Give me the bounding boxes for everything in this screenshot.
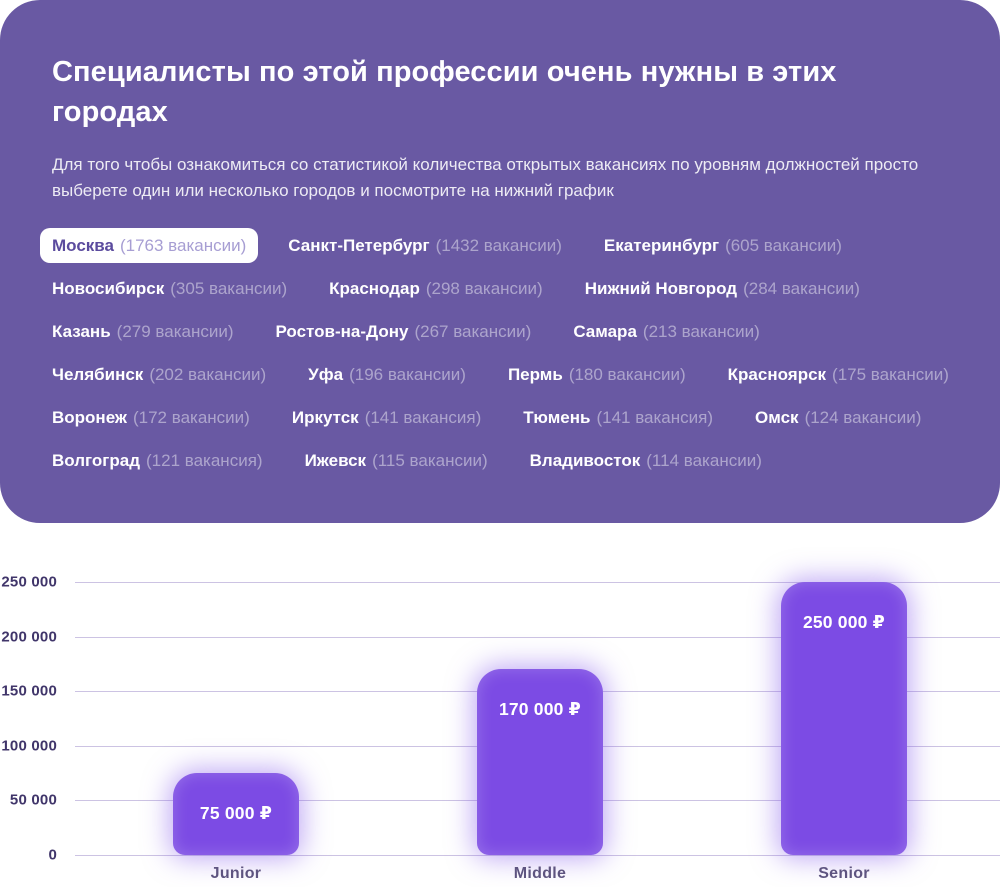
bar-senior: 250 000 ₽ [781, 582, 907, 855]
city-chip-1[interactable]: Москва (1763 вакансии) [40, 228, 259, 263]
city-chip-count: (605 вакансии) [725, 236, 842, 255]
city-chip-name: Краснодар [329, 279, 420, 298]
page-subtitle: Для того чтобы ознакомиться со статистик… [52, 155, 919, 200]
city-chip-3[interactable]: Екатеринбург (605 вакансии) [592, 228, 854, 263]
city-chip-name: Тюмень [523, 408, 591, 427]
city-chip-name: Ростов-на-Дону [275, 322, 409, 341]
city-chip-name: Самара [573, 322, 637, 341]
city-chip-name: Омск [755, 408, 799, 427]
city-chip-count: (180 вакансии) [568, 365, 686, 384]
city-chip-count: (124 вакансии) [804, 408, 922, 427]
city-chip-count: (141 вакансия) [364, 408, 482, 427]
city-chip-name: Воронеж [52, 408, 127, 427]
x-axis-category-label: Senior [818, 865, 870, 882]
city-chip-count: (202 вакансии) [149, 365, 267, 384]
city-chip-count: (279 вакансии) [116, 322, 234, 341]
city-chip-name: Казань [52, 322, 111, 341]
city-chip-name: Екатеринбург [603, 236, 720, 255]
bar-value-label: 250 000 ₽ [802, 612, 886, 632]
city-chip-6[interactable]: Нижний Новгород (284 вакансии) [573, 271, 872, 306]
city-chip-name: Владивосток [529, 451, 641, 470]
city-chip-name: Ижевск [304, 451, 367, 470]
bar-middle: 170 000 ₽ [477, 669, 603, 855]
city-chip-name: Новосибирск [52, 279, 165, 298]
city-chip-name: Иркутск [291, 408, 359, 427]
city-chip-count: (114 вакансии) [646, 451, 762, 470]
city-chip-4[interactable]: Новосибирск (305 вакансии) [40, 271, 299, 306]
city-chip-list: Москва (1763 вакансии) Санкт-Петербург (143… [40, 228, 972, 478]
city-chip-count: (115 вакансии) [372, 451, 488, 470]
city-chip-12[interactable]: Пермь (180 вакансии) [496, 357, 698, 392]
city-chip-name: Санкт-Петербург [288, 236, 430, 255]
city-chip-11[interactable]: Уфа (196 вакансии) [296, 357, 478, 392]
city-chip-count: (121 вакансия) [146, 451, 263, 470]
city-chip-count: (213 вакансии) [642, 322, 760, 341]
salary-bar-chart: 250 000 200 000 150 000 100 000 50 000 0 75 00… [0, 523, 1000, 887]
city-chip-count: (1763 вакансии) [119, 236, 247, 255]
city-chip-19[interactable]: Ижевск (115 вакансии) [293, 443, 500, 478]
city-selector-card: Специалисты по этой профессии очень нужн… [0, 0, 1000, 523]
city-chip-18[interactable]: Волгоград (121 вакансия) [40, 443, 275, 478]
city-chip-17[interactable]: Омск (124 вакансии) [743, 400, 933, 435]
city-chip-name: Челябинск [52, 365, 144, 384]
city-chip-count: (141 вакансия) [596, 408, 714, 427]
y-axis-tick-label: 100 000 [1, 737, 57, 755]
city-chip-name: Нижний Новгород [584, 279, 738, 298]
city-chip-20[interactable]: Владивосток (114 вакансии) [518, 443, 774, 478]
y-axis-tick-label: 0 [48, 846, 57, 864]
gridline [75, 636, 1000, 638]
city-chip-13[interactable]: Красноярск (175 вакансии) [716, 357, 961, 392]
y-axis-tick-label: 200 000 [1, 628, 57, 646]
city-chip-name: Пермь [507, 365, 563, 384]
city-chip-16[interactable]: Тюмень (141 вакансия) [511, 400, 725, 435]
city-chip-name: Москва [52, 236, 114, 255]
city-chip-count: (284 вакансии) [743, 279, 860, 298]
y-axis-tick-label: 50 000 [9, 791, 57, 809]
gridline [75, 582, 1000, 583]
bar-junior: 75 000 ₽ [173, 773, 299, 855]
x-axis-category-label: Middle [513, 865, 567, 882]
city-chip-14[interactable]: Воронеж (172 вакансии) [40, 400, 262, 435]
city-chip-8[interactable]: Ростов-на-Дону (267 вакансии) [264, 314, 544, 349]
city-chip-name: Красноярск [727, 365, 827, 384]
city-chip-2[interactable]: Санкт-Петербург (1432 вакансии) [276, 228, 574, 263]
chart-plot-area: 250 000 200 000 150 000 100 000 50 000 0 75 00… [0, 574, 1000, 864]
y-axis-tick-label: 150 000 [1, 682, 57, 700]
city-chip-count: (298 вакансии) [425, 279, 543, 298]
city-chip-7[interactable]: Казань (279 вакансии) [40, 314, 246, 349]
city-chip-9[interactable]: Самара (213 вакансии) [561, 314, 771, 349]
city-chip-count: (196 вакансии) [349, 365, 466, 384]
bar-value-label: 170 000 ₽ [498, 699, 582, 720]
city-chip-15[interactable]: Иркутск (141 вакансия) [280, 400, 493, 435]
city-chip-count: (172 вакансии) [132, 408, 250, 427]
bar-value-label: 75 000 ₽ [199, 803, 273, 824]
city-chip-name: Уфа [308, 365, 344, 384]
city-chip-5[interactable]: Краснодар (298 вакансии) [317, 271, 555, 306]
x-axis-category-label: Junior [210, 865, 262, 882]
city-chip-count: (175 вакансии) [832, 365, 949, 384]
gridline [75, 855, 1000, 856]
city-chip-name: Волгоград [52, 451, 140, 470]
city-chip-10[interactable]: Челябинск (202 вакансии) [40, 357, 278, 392]
page-title: Специалисты по этой профессии очень нужн… [52, 56, 837, 128]
city-chip-count: (305 вакансии) [170, 279, 288, 298]
y-axis-tick-label: 250 000 [1, 573, 57, 591]
city-chip-count: (1432 вакансии) [435, 236, 562, 255]
city-chip-count: (267 вакансии) [414, 322, 532, 341]
